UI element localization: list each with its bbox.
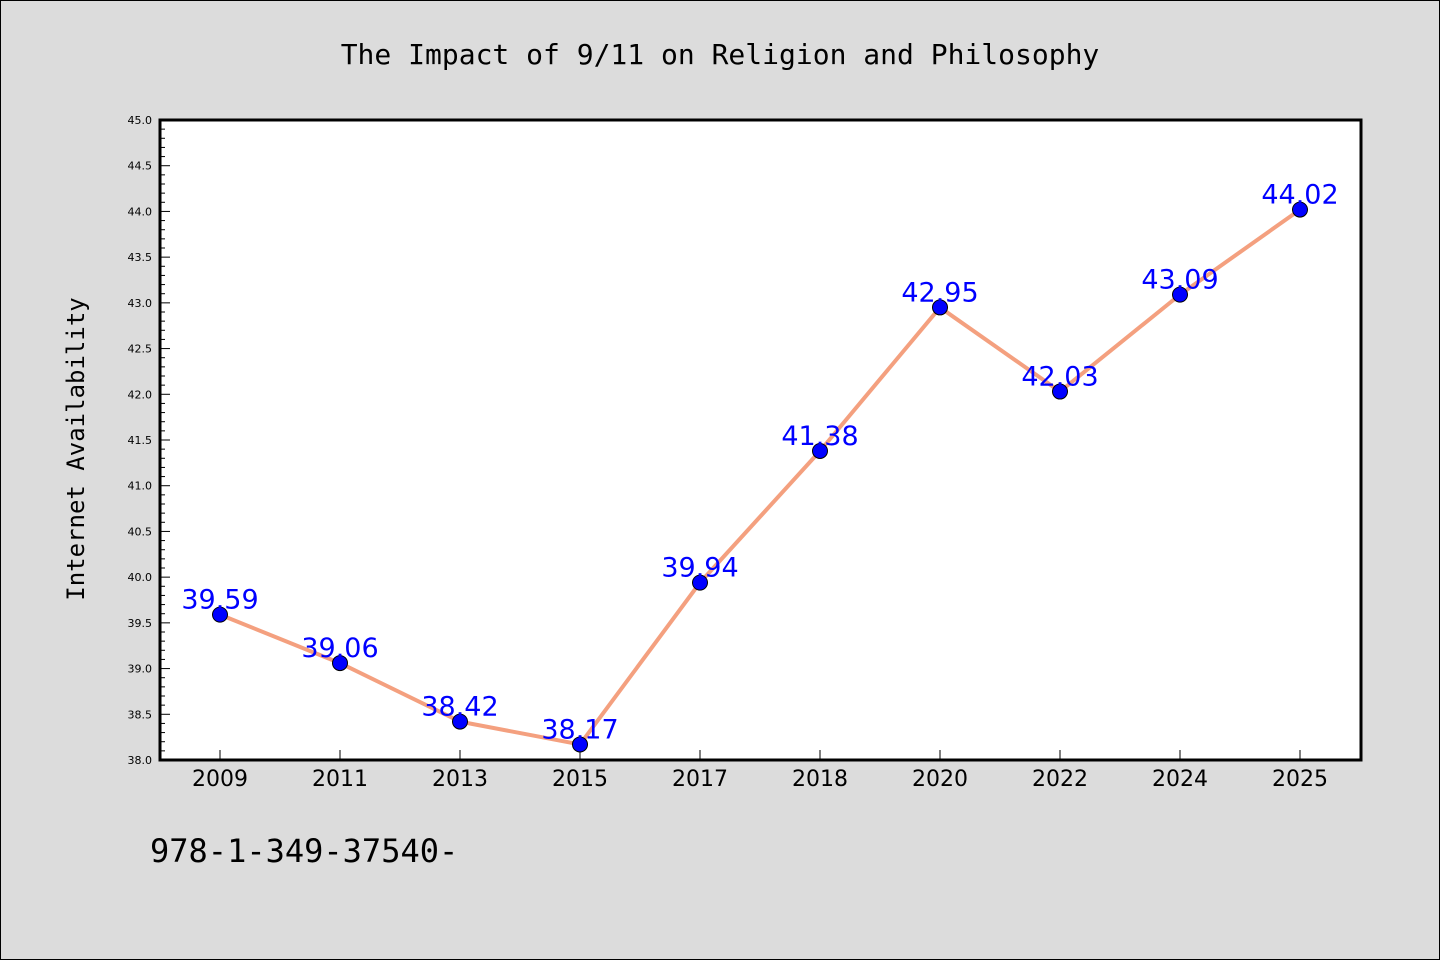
data-markers (212, 201, 1308, 753)
x-tick-label: 2025 (1272, 767, 1328, 792)
data-point-marker (1292, 201, 1308, 218)
y-tick-label: 42.5 (128, 343, 153, 356)
x-tick-label: 2018 (792, 767, 848, 792)
x-tick-label: 2017 (672, 767, 728, 792)
data-value-label: 43.09 (1141, 265, 1218, 296)
x-tick-label: 2013 (432, 767, 488, 792)
data-point-marker (1172, 286, 1188, 303)
y-tick-label: 42.0 (128, 388, 153, 401)
y-tick-label: 40.0 (128, 571, 153, 584)
isbn-footnote: 978-1-349-37540- (150, 832, 459, 870)
plot-area (158, 118, 1363, 762)
data-point-marker (1052, 383, 1068, 400)
data-value-label: 38.42 (421, 692, 498, 723)
x-tick-label: 2022 (1032, 767, 1088, 792)
x-tick-label: 2011 (312, 767, 368, 792)
data-point-marker (932, 299, 948, 316)
y-tick-label: 38.0 (128, 754, 153, 767)
data-value-label: 39.59 (181, 585, 258, 616)
y-tick-label: 41.0 (128, 480, 153, 493)
data-point-marker (692, 574, 708, 591)
data-point-marker (452, 713, 468, 730)
data-value-label: 41.38 (781, 421, 858, 452)
y-tick-label: 41.5 (128, 434, 153, 447)
series-line (218, 207, 1302, 747)
y-tick-label: 44.0 (128, 205, 153, 218)
y-tick-label: 43.5 (128, 251, 153, 264)
data-value-label: 39.94 (661, 553, 738, 584)
y-tick-label: 39.5 (128, 617, 153, 630)
y-tick-label: 40.5 (128, 525, 153, 538)
data-labels: 39.59 39.06 38.42 38.17 39.94 41.38 42.95 42.03… (181, 180, 1338, 746)
x-tick-label: 2015 (552, 767, 608, 792)
data-value-label: 39.06 (301, 633, 378, 664)
chart-title: The Impact of 9/11 on Religion and Philo… (341, 38, 1100, 71)
x-tick-label: 2020 (912, 767, 968, 792)
y-axis-label: Internet Availability (62, 297, 90, 600)
data-point-marker (212, 606, 228, 623)
data-point-marker (572, 736, 588, 753)
y-tick-label: 44.5 (128, 160, 153, 173)
data-point-marker (332, 655, 348, 672)
x-tick-label: 2009 (192, 767, 248, 792)
y-tick-label: 39.0 (128, 663, 153, 676)
y-tick-label: 43.0 (128, 297, 153, 310)
y-tick-label: 38.5 (128, 708, 153, 721)
data-value-label: 38.17 (541, 714, 618, 745)
y-axis-ticks: 38.0 38.5 39.0 39.5 40.0 40.5 41.0 41.5 42.0 42.5… (128, 114, 170, 767)
data-value-label: 44.02 (1261, 180, 1338, 211)
x-tick-label: 2024 (1152, 767, 1208, 792)
y-tick-label: 45.0 (128, 114, 153, 127)
data-value-label: 42.95 (901, 277, 978, 308)
x-axis-ticks: 2009 2011 2013 2015 2017 2018 2020 2022 2024 2025 (192, 750, 1328, 792)
data-point-marker (812, 442, 828, 459)
data-value-label: 42.03 (1021, 362, 1098, 393)
